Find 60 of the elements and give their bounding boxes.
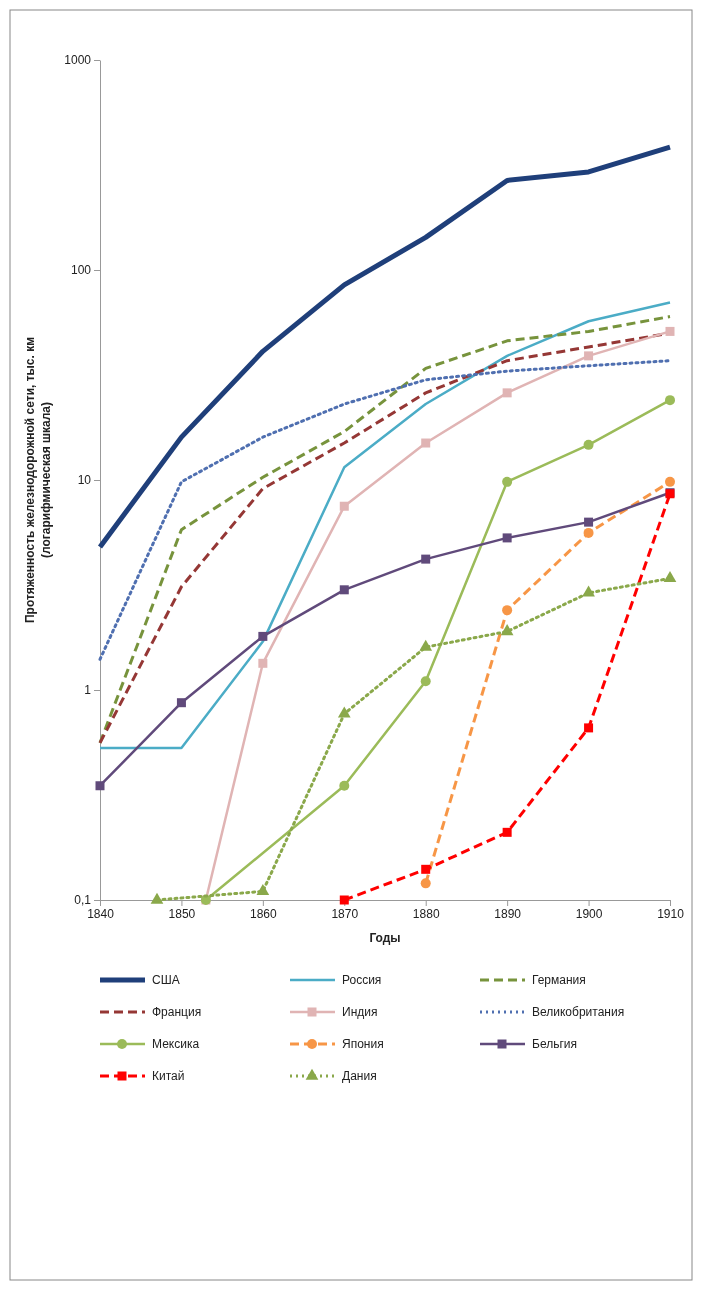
point [95, 781, 105, 791]
point [258, 631, 268, 641]
point [339, 895, 349, 905]
y-tick-label: 100 [70, 263, 92, 278]
point [502, 605, 513, 616]
point [420, 676, 431, 687]
legend-label: Бельгия [532, 1037, 577, 1051]
x-tick-label: 1860 [250, 906, 278, 921]
line-series [98, 359, 672, 661]
point [582, 585, 595, 597]
point [421, 438, 431, 448]
legend-label: Япония [342, 1037, 384, 1051]
legend-label: Китай [152, 1069, 185, 1083]
x-tick-label: 1870 [331, 906, 359, 921]
legend-label: Индия [342, 1005, 378, 1019]
point [665, 395, 675, 406]
point [583, 527, 594, 538]
point [502, 388, 512, 398]
legend-label: США [152, 973, 180, 987]
x-tick-label: 1890 [494, 906, 522, 921]
point [584, 351, 594, 361]
point [502, 476, 513, 487]
y-tick-label: 0,1 [74, 893, 92, 908]
point [502, 533, 512, 543]
point [584, 723, 594, 733]
legend-label: Великобритания [532, 1005, 625, 1019]
x-tick-label: 1880 [412, 906, 440, 921]
legend-label: Россия [342, 973, 382, 987]
legend-label: Дания [342, 1069, 377, 1083]
point [665, 326, 675, 336]
point [502, 827, 512, 837]
point [258, 658, 268, 668]
legend-label: Германия [532, 973, 586, 987]
point [419, 639, 433, 651]
point [176, 698, 186, 708]
x-tick-label: 1900 [575, 906, 603, 921]
point [420, 878, 431, 889]
x-tick-label: 1840 [87, 906, 115, 921]
y-tick-label: 1 [84, 683, 92, 698]
legend-label: Мексика [152, 1037, 200, 1051]
y-tick-label: 10 [77, 473, 92, 488]
point [421, 864, 431, 874]
point [337, 706, 351, 718]
point [339, 780, 350, 791]
point [150, 892, 164, 904]
y-axis-title: Протяженность железнодорожной сети, тыс. км (логарифмическая шкала) [23, 336, 53, 624]
point [421, 554, 431, 564]
x-tick-label: 1850 [168, 906, 196, 921]
point [339, 501, 349, 511]
x-tick-label: 1910 [657, 906, 685, 921]
y-tick-label: 1000 [64, 53, 92, 68]
point [256, 883, 270, 895]
legend-label: Франция [152, 1005, 202, 1019]
point [500, 624, 514, 636]
point [339, 585, 349, 595]
point [663, 571, 677, 583]
x-axis-title: Годы [369, 931, 401, 945]
point [584, 517, 594, 527]
point [665, 476, 675, 487]
point [583, 439, 594, 450]
